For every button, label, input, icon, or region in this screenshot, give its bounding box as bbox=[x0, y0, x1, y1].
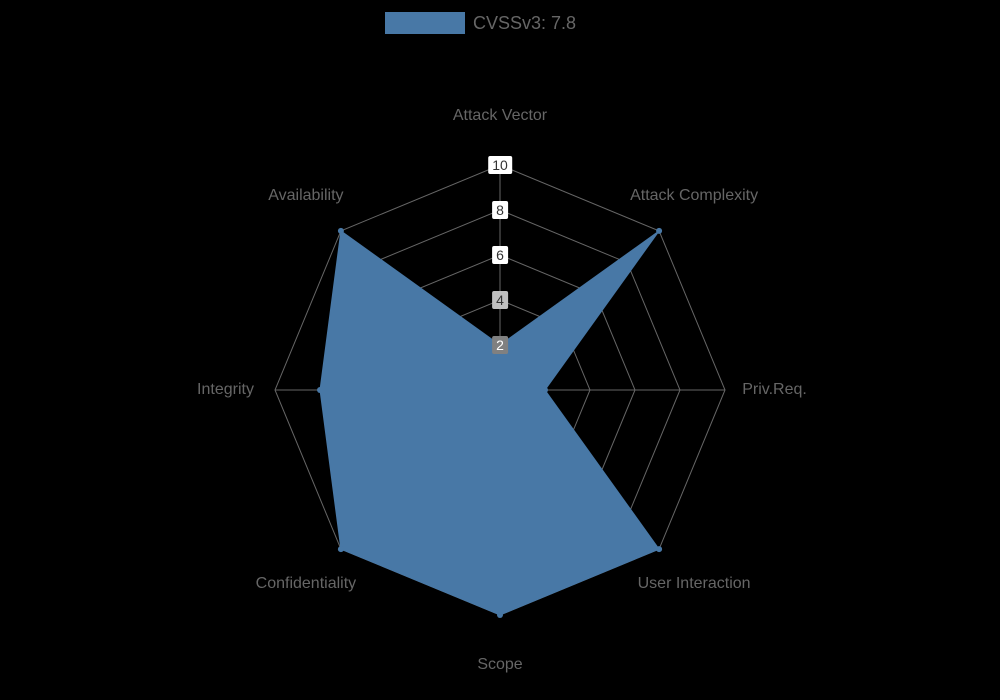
series-marker bbox=[317, 387, 323, 393]
series-marker bbox=[656, 228, 662, 234]
tick-label: 2 bbox=[492, 336, 508, 354]
series-marker bbox=[338, 546, 344, 552]
legend-swatch bbox=[385, 12, 465, 34]
axis-label: Priv.Req. bbox=[742, 381, 807, 399]
series-marker bbox=[656, 546, 662, 552]
series-marker bbox=[338, 228, 344, 234]
axis-label: Integrity bbox=[197, 381, 254, 399]
tick-label: 10 bbox=[488, 156, 512, 174]
tick-label: 8 bbox=[492, 201, 508, 219]
axis-label: Scope bbox=[477, 656, 522, 674]
series-marker bbox=[497, 612, 503, 618]
legend: CVSSv3: 7.8 bbox=[385, 12, 576, 34]
axis-label: User Interaction bbox=[638, 575, 751, 593]
axis-label: Confidentiality bbox=[256, 575, 357, 593]
series-polygon bbox=[320, 231, 659, 615]
tick-label: 4 bbox=[492, 291, 508, 309]
axis-label: Attack Vector bbox=[453, 107, 547, 125]
tick-label: 6 bbox=[492, 246, 508, 264]
axis-label: Attack Complexity bbox=[630, 187, 758, 205]
series-marker bbox=[542, 387, 548, 393]
axis-label: Availability bbox=[268, 187, 343, 205]
radar-chart: CVSSv3: 7.8 Attack Vector Attack Complexi… bbox=[0, 0, 1000, 700]
legend-label: CVSSv3: 7.8 bbox=[473, 13, 576, 34]
